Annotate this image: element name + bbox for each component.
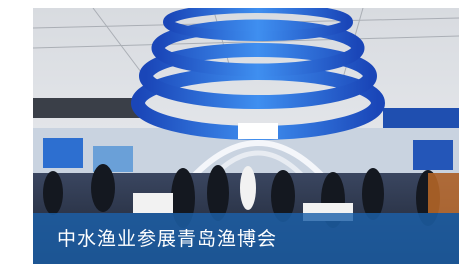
page: 中水渔业参展青岛渔博会 (() => { const data = JSON.p… <box>0 0 459 266</box>
caption-bar: 中水渔业参展青岛渔博会 <box>33 213 459 264</box>
caption: 中水渔业参展青岛渔博会 <box>57 227 277 251</box>
